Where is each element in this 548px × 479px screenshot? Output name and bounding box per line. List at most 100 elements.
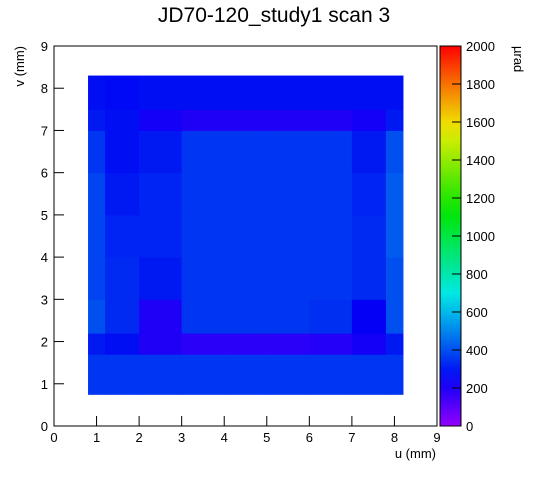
y-tick-label: 0 xyxy=(41,419,48,434)
heatmap-cell xyxy=(385,299,404,334)
heatmap-cell xyxy=(266,257,310,300)
colorbar-tick-label: 600 xyxy=(466,305,488,320)
heatmap-cell xyxy=(351,333,387,355)
heatmap-cell xyxy=(224,299,268,334)
y-tick-label: 7 xyxy=(41,123,48,138)
x-tick-label: 2 xyxy=(135,430,142,445)
heatmap-cell xyxy=(266,354,310,395)
y-tick-label: 5 xyxy=(41,208,48,223)
heatmap-cell xyxy=(88,214,106,258)
chart-title: JD70-120_study1 scan 3 xyxy=(158,4,390,27)
heatmap-cell xyxy=(266,109,310,131)
heatmap-cell xyxy=(309,299,353,334)
heatmap-cell xyxy=(181,214,225,258)
y-tick-label: 9 xyxy=(41,39,48,54)
heatmap-cell xyxy=(105,333,140,355)
heatmap-cell xyxy=(309,257,353,300)
plot-frame xyxy=(53,45,438,427)
heatmap-cell xyxy=(181,109,225,131)
heatmap-cell xyxy=(224,172,268,216)
heatmap-cell xyxy=(224,257,268,300)
heatmap-cell xyxy=(266,333,310,355)
heatmap-cell xyxy=(88,257,106,300)
heatmap-cell xyxy=(181,299,225,334)
heatmap-cell xyxy=(385,354,404,395)
heatmap-cell xyxy=(266,130,310,174)
heatmap-cell xyxy=(385,214,404,258)
heatmap-cell xyxy=(181,333,225,355)
heatmap-cell xyxy=(139,109,183,131)
heatmap-cell xyxy=(309,109,353,131)
heatmap-cell xyxy=(266,75,310,110)
heatmap-cell xyxy=(139,75,183,110)
heatmap-cell xyxy=(309,172,353,216)
heatmap-cell xyxy=(88,333,106,355)
y-tick-label: 3 xyxy=(41,292,48,307)
heatmap-cell xyxy=(224,130,268,174)
heatmap-cell xyxy=(105,257,140,300)
heatmap-cell xyxy=(139,130,183,174)
heatmap-cell xyxy=(385,257,404,300)
heatmap-cell xyxy=(351,257,387,300)
heatmap-cell xyxy=(385,109,404,131)
heatmap-cell xyxy=(181,257,225,300)
heatmap-cell xyxy=(139,172,183,216)
x-tick-label: 7 xyxy=(348,430,355,445)
colorbar-tick-label: 1400 xyxy=(466,153,495,168)
colorbar-tick-label: 200 xyxy=(466,381,488,396)
colorbar-tick-label: 1800 xyxy=(466,77,495,92)
heatmap-cell xyxy=(309,75,353,110)
heatmap-cell xyxy=(309,333,353,355)
heatmap-cell xyxy=(266,214,310,258)
colorbar-tick-label: 1000 xyxy=(466,229,495,244)
y-tick-label: 4 xyxy=(41,250,48,265)
heatmap-cell xyxy=(224,109,268,131)
y-tick-label: 2 xyxy=(41,335,48,350)
heatmap-cell xyxy=(385,75,404,110)
heatmap-cell xyxy=(139,299,183,334)
colorbar-tick-label: 0 xyxy=(466,419,473,434)
heatmap-cell xyxy=(351,354,387,395)
heatmap-cell xyxy=(105,130,140,174)
colorbar-tick-label: 2000 xyxy=(466,39,495,54)
heatmap-cell xyxy=(224,354,268,395)
x-tick-label: 0 xyxy=(50,430,57,445)
heatmap-cell xyxy=(351,75,387,110)
heatmap-cell xyxy=(224,333,268,355)
heatmap-cell xyxy=(351,130,387,174)
heatmap-cell xyxy=(105,354,140,395)
heatmap-cell xyxy=(88,130,106,174)
heatmap-cell xyxy=(88,354,106,395)
heatmap-cell xyxy=(88,109,106,131)
heatmap-cell xyxy=(266,172,310,216)
y-tick-label: 1 xyxy=(41,377,48,392)
heatmap-cell xyxy=(105,109,140,131)
heatmap-cell xyxy=(105,299,140,334)
heatmap-cell xyxy=(309,214,353,258)
heatmap-cell xyxy=(351,172,387,216)
heatmap-cell xyxy=(385,130,404,174)
heatmap-cell xyxy=(351,109,387,131)
heatmap-cell xyxy=(181,354,225,395)
heatmap-cell xyxy=(309,354,353,395)
x-tick-label: 9 xyxy=(433,430,440,445)
heatmap-cell xyxy=(139,354,183,395)
heatmap-cell xyxy=(224,75,268,110)
heatmap-cell xyxy=(139,333,183,355)
colorbar-tick-label: 800 xyxy=(466,267,488,282)
x-tick-label: 8 xyxy=(391,430,398,445)
x-tick-label: 5 xyxy=(263,430,270,445)
colorbar-tick-label: 1200 xyxy=(466,191,495,206)
heatmap-cell xyxy=(105,172,140,216)
x-axis-label: u (mm) xyxy=(395,446,436,461)
heatmap-cell xyxy=(105,75,140,110)
x-tick-label: 6 xyxy=(306,430,313,445)
heatmap-cell xyxy=(88,172,106,216)
colorbar-tick-label: 400 xyxy=(466,343,488,358)
heatmap-cell xyxy=(181,130,225,174)
heatmap-cell xyxy=(105,214,140,258)
colorbar-tick-label: 1600 xyxy=(466,115,495,130)
x-tick-label: 1 xyxy=(93,430,100,445)
y-axis-label: v (mm) xyxy=(12,46,27,86)
